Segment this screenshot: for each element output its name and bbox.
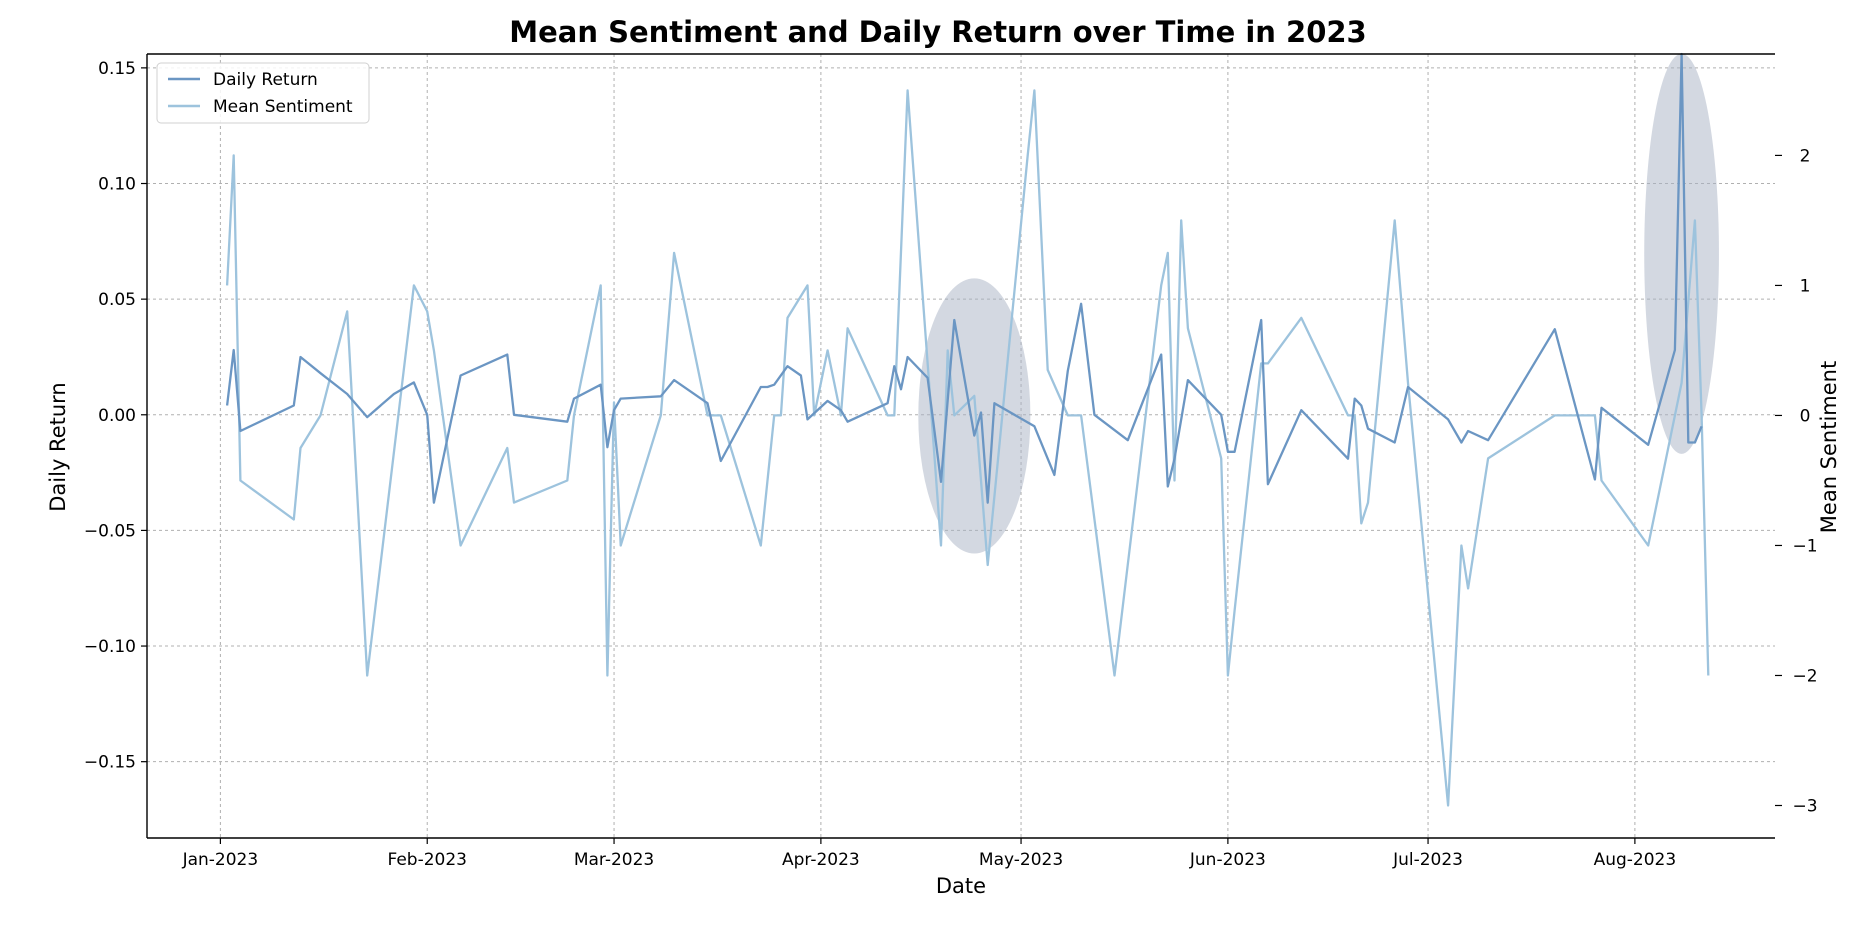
y-right-tick-label: −1 [1792,536,1817,556]
y-right-tick-label: 1 [1800,276,1811,296]
chart-title: Mean Sentiment and Daily Return over Tim… [509,15,1366,49]
legend-label-mean-sentiment: Mean Sentiment [213,97,353,117]
series-line-mean-sentiment [225,89,1710,807]
y-right-tick-label: 2 [1800,146,1811,166]
x-tick-label-aug-2023: Aug-2023 [1594,850,1677,870]
x-tick-label-jul-2023: Jul-2023 [1392,850,1463,870]
x-tick-label-mar-2023: Mar-2023 [574,850,654,870]
x-tick-label-jun-2023: Jun-2023 [1189,850,1266,870]
x-axis-label: Date [936,874,986,898]
x-tick-label-may-2023: May-2023 [979,850,1063,870]
y-right-tick-label: −3 [1792,796,1817,816]
y-tick-label: −0.10 [84,637,136,657]
axes: Jan-2023 Feb-2023 Mar-2023 Apr-2023 May-2023… [84,53,1818,870]
legend-box [156,62,370,124]
y-tick-label: −0.15 [84,753,136,773]
highlight-regions [918,53,1719,554]
series-line-daily-return [225,52,1703,504]
y-right-tick-label: 0 [1800,406,1811,426]
y-axis-label: Daily Return [46,382,70,512]
y-tick-label: −0.05 [84,521,136,541]
y-axis-right-label: Mean Sentiment [1817,361,1841,533]
series-lines [225,52,1710,807]
legend-label-daily-return: Daily Return [213,70,318,90]
y-right-tick-label: −2 [1792,666,1817,686]
x-tick-label-apr-2023: Apr-2023 [782,850,860,870]
y-tick-label: 0.00 [98,406,136,426]
legend: Daily Return Mean Sentiment [156,62,370,124]
x-tick-label-feb-2023: Feb-2023 [387,850,467,870]
y-tick-label: 0.10 [98,175,136,195]
y-tick-label: 0.05 [98,290,136,310]
x-tick-label-jan-2023: Jan-2023 [182,850,259,870]
y-tick-label: 0.15 [98,59,136,79]
highlight-ellipse-1 [918,278,1031,554]
